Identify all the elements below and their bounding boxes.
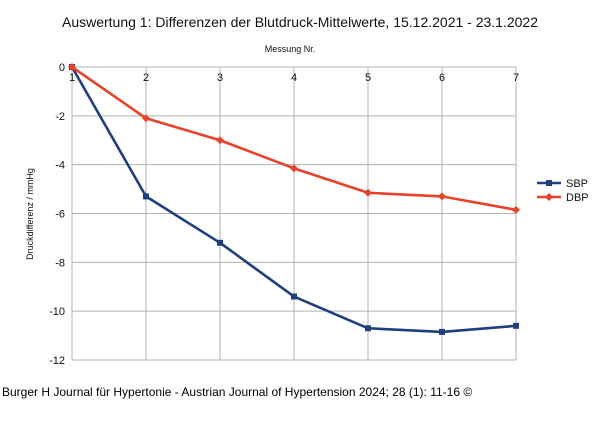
x-tick-label: 7 bbox=[513, 72, 519, 84]
x-axis-label: Messung Nr. bbox=[265, 44, 316, 54]
x-tick-label: 5 bbox=[365, 72, 371, 84]
y-tick-label: -6 bbox=[55, 209, 65, 221]
dbp-point bbox=[142, 114, 150, 123]
y-axis-label: Druckdifferenz / mmHg bbox=[25, 168, 35, 260]
dbp-point bbox=[68, 63, 76, 71]
y-tick-label: -10 bbox=[49, 306, 65, 318]
sbp-point bbox=[439, 328, 445, 335]
legend: SBP DBP bbox=[537, 178, 589, 204]
sbp-point bbox=[143, 193, 149, 200]
grid bbox=[71, 66, 517, 361]
legend-sbp-label: SBP bbox=[566, 178, 588, 190]
y-tick-label: -4 bbox=[55, 160, 65, 172]
series-group bbox=[68, 63, 520, 335]
x-tick-label: 1 bbox=[69, 72, 75, 84]
sbp-point bbox=[513, 322, 519, 329]
dbp-point bbox=[290, 164, 298, 173]
y-tick-labels: 0 -2 -4 -6 -8 -10 -12 bbox=[49, 62, 65, 367]
dbp-point bbox=[364, 188, 372, 197]
x-tick-label: 6 bbox=[439, 72, 445, 84]
sbp-point bbox=[217, 239, 223, 246]
x-tick-labels: 1 2 3 4 5 6 7 bbox=[69, 72, 519, 84]
x-tick-label: 3 bbox=[217, 72, 223, 84]
dbp-point bbox=[512, 205, 520, 214]
x-tick-label: 2 bbox=[143, 72, 149, 84]
y-tick-label: -2 bbox=[55, 111, 65, 123]
y-tick-label: -12 bbox=[49, 355, 65, 367]
y-tick-label: 0 bbox=[59, 62, 65, 74]
source-caption: Burger H Journal für Hypertonie - Austri… bbox=[2, 385, 473, 399]
y-tick-label: -8 bbox=[55, 257, 65, 269]
dbp-point bbox=[438, 192, 446, 201]
legend-sbp-marker bbox=[546, 180, 552, 186]
dbp-point bbox=[216, 136, 224, 145]
chart-title: Auswertung 1: Differenzen der Blutdruck-… bbox=[62, 14, 538, 30]
legend-dbp-marker bbox=[545, 193, 553, 201]
chart: Auswertung 1: Differenzen der Blutdruck-… bbox=[25, 14, 589, 367]
sbp-point bbox=[365, 325, 371, 332]
sbp-point bbox=[291, 293, 297, 300]
x-tick-label: 4 bbox=[291, 72, 297, 84]
legend-dbp-label: DBP bbox=[566, 192, 589, 204]
